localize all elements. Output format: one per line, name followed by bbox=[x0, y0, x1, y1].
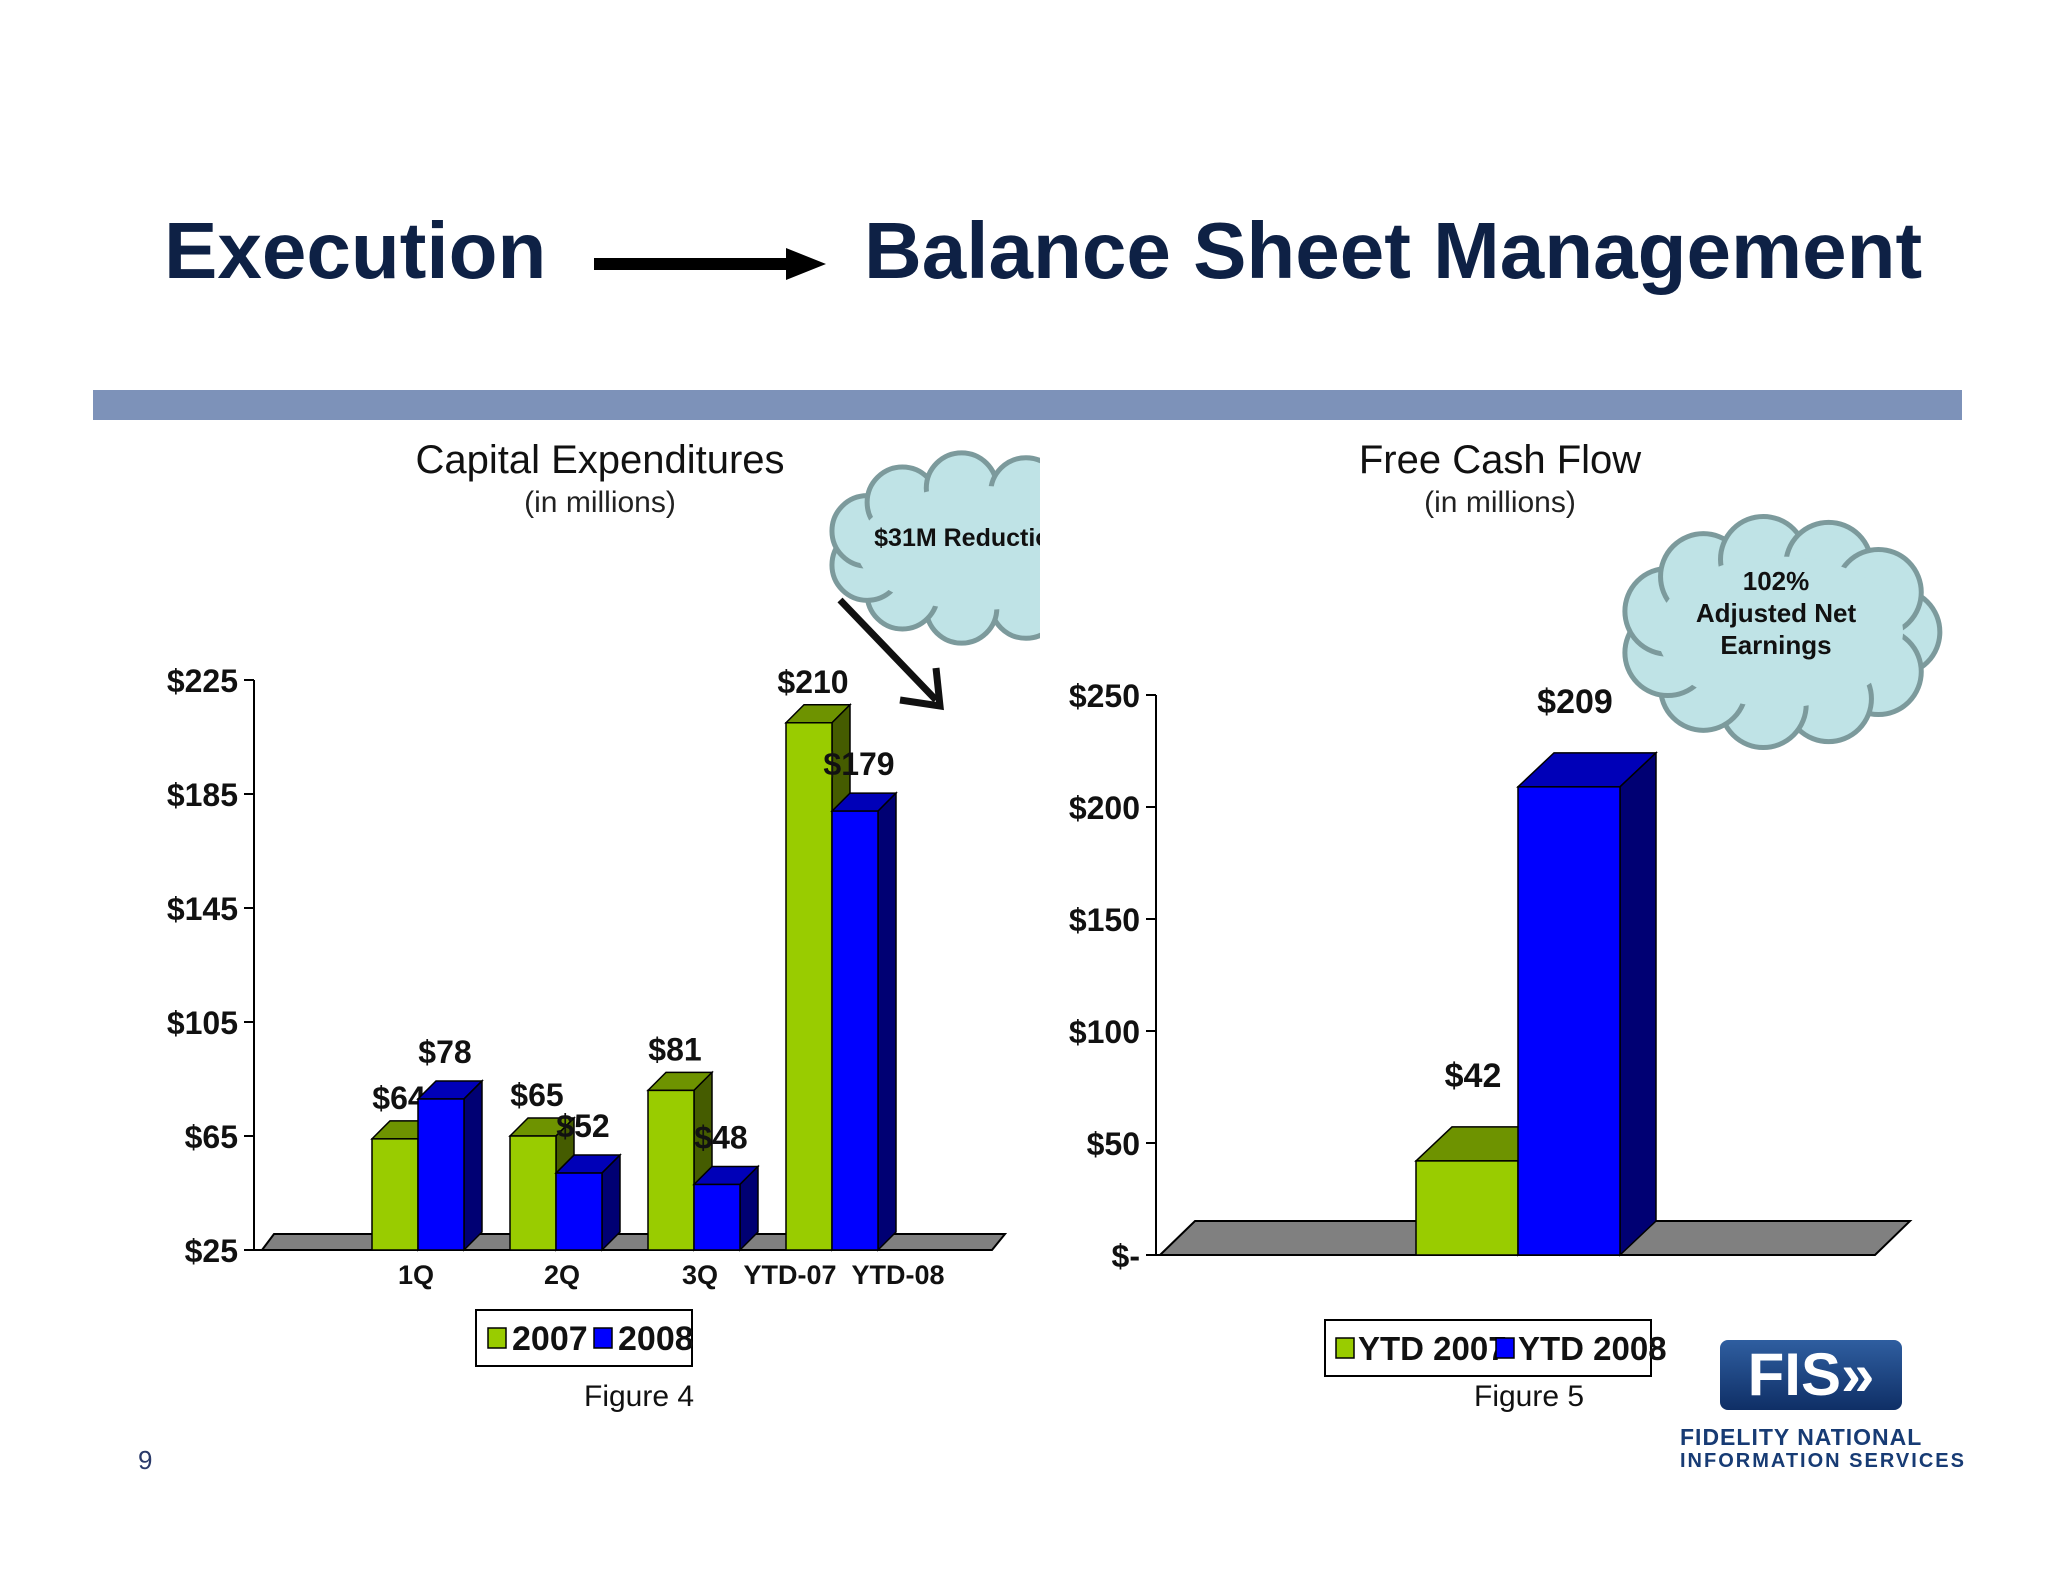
fcf-y-tick-label: $- bbox=[1112, 1238, 1140, 1274]
fcf-y-tick-label: $150 bbox=[1069, 902, 1140, 938]
header-divider-band bbox=[93, 390, 1962, 420]
capex-legend: 2007 2008 bbox=[475, 1309, 694, 1367]
fcf-data-label: $209 bbox=[1537, 683, 1613, 721]
capex-data-label: $179 bbox=[823, 746, 894, 782]
title-execution: Execution bbox=[164, 206, 547, 295]
fcf-bar-0-front bbox=[1415, 1160, 1519, 1256]
capex-reduction-cloud-body bbox=[856, 485, 1040, 611]
capex-arrow-shaft bbox=[837, 597, 939, 703]
fcf-earnings-text: Earnings bbox=[1720, 630, 1831, 660]
page-number: 9 bbox=[138, 1445, 153, 1475]
capex-data-label: $81 bbox=[648, 1031, 701, 1067]
capex-bar-2007-3-front bbox=[785, 722, 833, 1251]
right-arrow-icon bbox=[594, 248, 826, 280]
capex-category-label: 3Q bbox=[682, 1260, 718, 1290]
capex-chart-title: Capital Expenditures bbox=[415, 438, 785, 482]
capex-data-label: $65 bbox=[510, 1077, 563, 1113]
capex-bar-2008-2 bbox=[692, 1164, 760, 1252]
fcf-earnings-cloud-body bbox=[1657, 556, 1903, 708]
capex-bar-2008-3 bbox=[830, 791, 898, 1252]
fcf-legend-swatch-2007 bbox=[1335, 1337, 1355, 1359]
capex-bar-2008-1 bbox=[554, 1153, 622, 1252]
capex-category-label: 1Q bbox=[398, 1260, 434, 1290]
fcf-y-tick-label: $50 bbox=[1087, 1126, 1140, 1162]
fcf-earnings-text: 102% bbox=[1743, 566, 1810, 596]
capex-bar-2008-0-front bbox=[417, 1098, 465, 1251]
capex-y-tick-label: $25 bbox=[185, 1233, 238, 1269]
capex-bar-2008-1-front bbox=[555, 1172, 603, 1251]
capex-bar-2008-2-front bbox=[693, 1183, 741, 1251]
fcf-chart-subtitle: (in millions) bbox=[1424, 486, 1576, 519]
fcf-legend-swatch-2008 bbox=[1495, 1337, 1515, 1359]
fis-logo-mark: FIS» bbox=[1720, 1340, 1902, 1410]
fcf-legend: YTD 2007 YTD 2008 bbox=[1324, 1319, 1667, 1377]
capex-legend-box bbox=[475, 1309, 693, 1367]
capex-data-label: $48 bbox=[694, 1119, 747, 1155]
fcf-bar-1-side bbox=[1619, 751, 1657, 1257]
capex-legend-swatch-2008 bbox=[593, 1327, 613, 1349]
fis-logo-line2: INFORMATION SERVICES bbox=[1680, 1450, 1966, 1472]
fcf-chart-title: Free Cash Flow bbox=[1358, 438, 1642, 482]
fcf-y-tick-label: $200 bbox=[1069, 790, 1140, 826]
fis-logo-line1: FIDELITY NATIONAL bbox=[1680, 1424, 1923, 1450]
fcf-legend-label-2008: YTD 2008 bbox=[1518, 1330, 1667, 1367]
capex-legend-label-2008: 2008 bbox=[618, 1320, 694, 1358]
title-balance-sheet: Balance Sheet Management bbox=[864, 206, 1923, 295]
capex-reduction-cloud: $31M Reduction bbox=[829, 450, 1040, 646]
fcf-legend-label-2007: YTD 2007 bbox=[1358, 1330, 1507, 1367]
capex-legend-swatch-2007 bbox=[487, 1327, 507, 1349]
capex-category-label: 2Q bbox=[544, 1260, 580, 1290]
capex-bar-2007-2-front bbox=[647, 1089, 695, 1251]
capex-reduction-arrow bbox=[837, 597, 944, 711]
capex-data-label: $78 bbox=[418, 1034, 471, 1070]
capex-data-label: $210 bbox=[777, 664, 848, 700]
fcf-y-tick-label: $250 bbox=[1069, 678, 1140, 714]
fcf-bar-1-front bbox=[1517, 786, 1621, 1256]
fcf-earnings-text: Adjusted Net bbox=[1696, 598, 1857, 628]
capex-bar-2008-3-front bbox=[831, 810, 879, 1251]
capex-bar-2007-0-front bbox=[371, 1138, 419, 1251]
fcf-bar-1 bbox=[1516, 751, 1658, 1257]
capex-bar-2008-0 bbox=[416, 1079, 484, 1252]
capex-y-tick-label: $225 bbox=[167, 663, 238, 699]
capex-data-label: $64 bbox=[372, 1080, 426, 1116]
capex-y-tick-label: $105 bbox=[167, 1005, 238, 1041]
capex-category-label: YTD-07 bbox=[743, 1260, 836, 1290]
capex-arrow-head bbox=[899, 667, 944, 711]
capex-category-label: YTD-08 bbox=[851, 1260, 944, 1290]
fcf-legend-box bbox=[1324, 1319, 1652, 1377]
capex-reduction-text: $31M Reduction bbox=[874, 524, 1040, 552]
fcf-y-tick-label: $100 bbox=[1069, 1014, 1140, 1050]
capex-data-label: $52 bbox=[556, 1108, 609, 1144]
capex-y-tick-label: $185 bbox=[167, 777, 238, 813]
figure-5-label: Figure 5 bbox=[1474, 1380, 1585, 1413]
capex-y-tick-label: $145 bbox=[167, 891, 238, 927]
fcf-data-label: $42 bbox=[1445, 1057, 1502, 1095]
capex-legend-label-2007: 2007 bbox=[512, 1320, 588, 1358]
capex-y-tick-label: $65 bbox=[185, 1119, 238, 1155]
capex-chart: $225$185$145$105$65$25$64$78$65$52$81$48… bbox=[167, 450, 1040, 1367]
capex-bar-2007-1-front bbox=[509, 1135, 557, 1251]
figure-4-label: Figure 4 bbox=[584, 1380, 695, 1413]
capex-chart-subtitle: (in millions) bbox=[524, 486, 676, 519]
